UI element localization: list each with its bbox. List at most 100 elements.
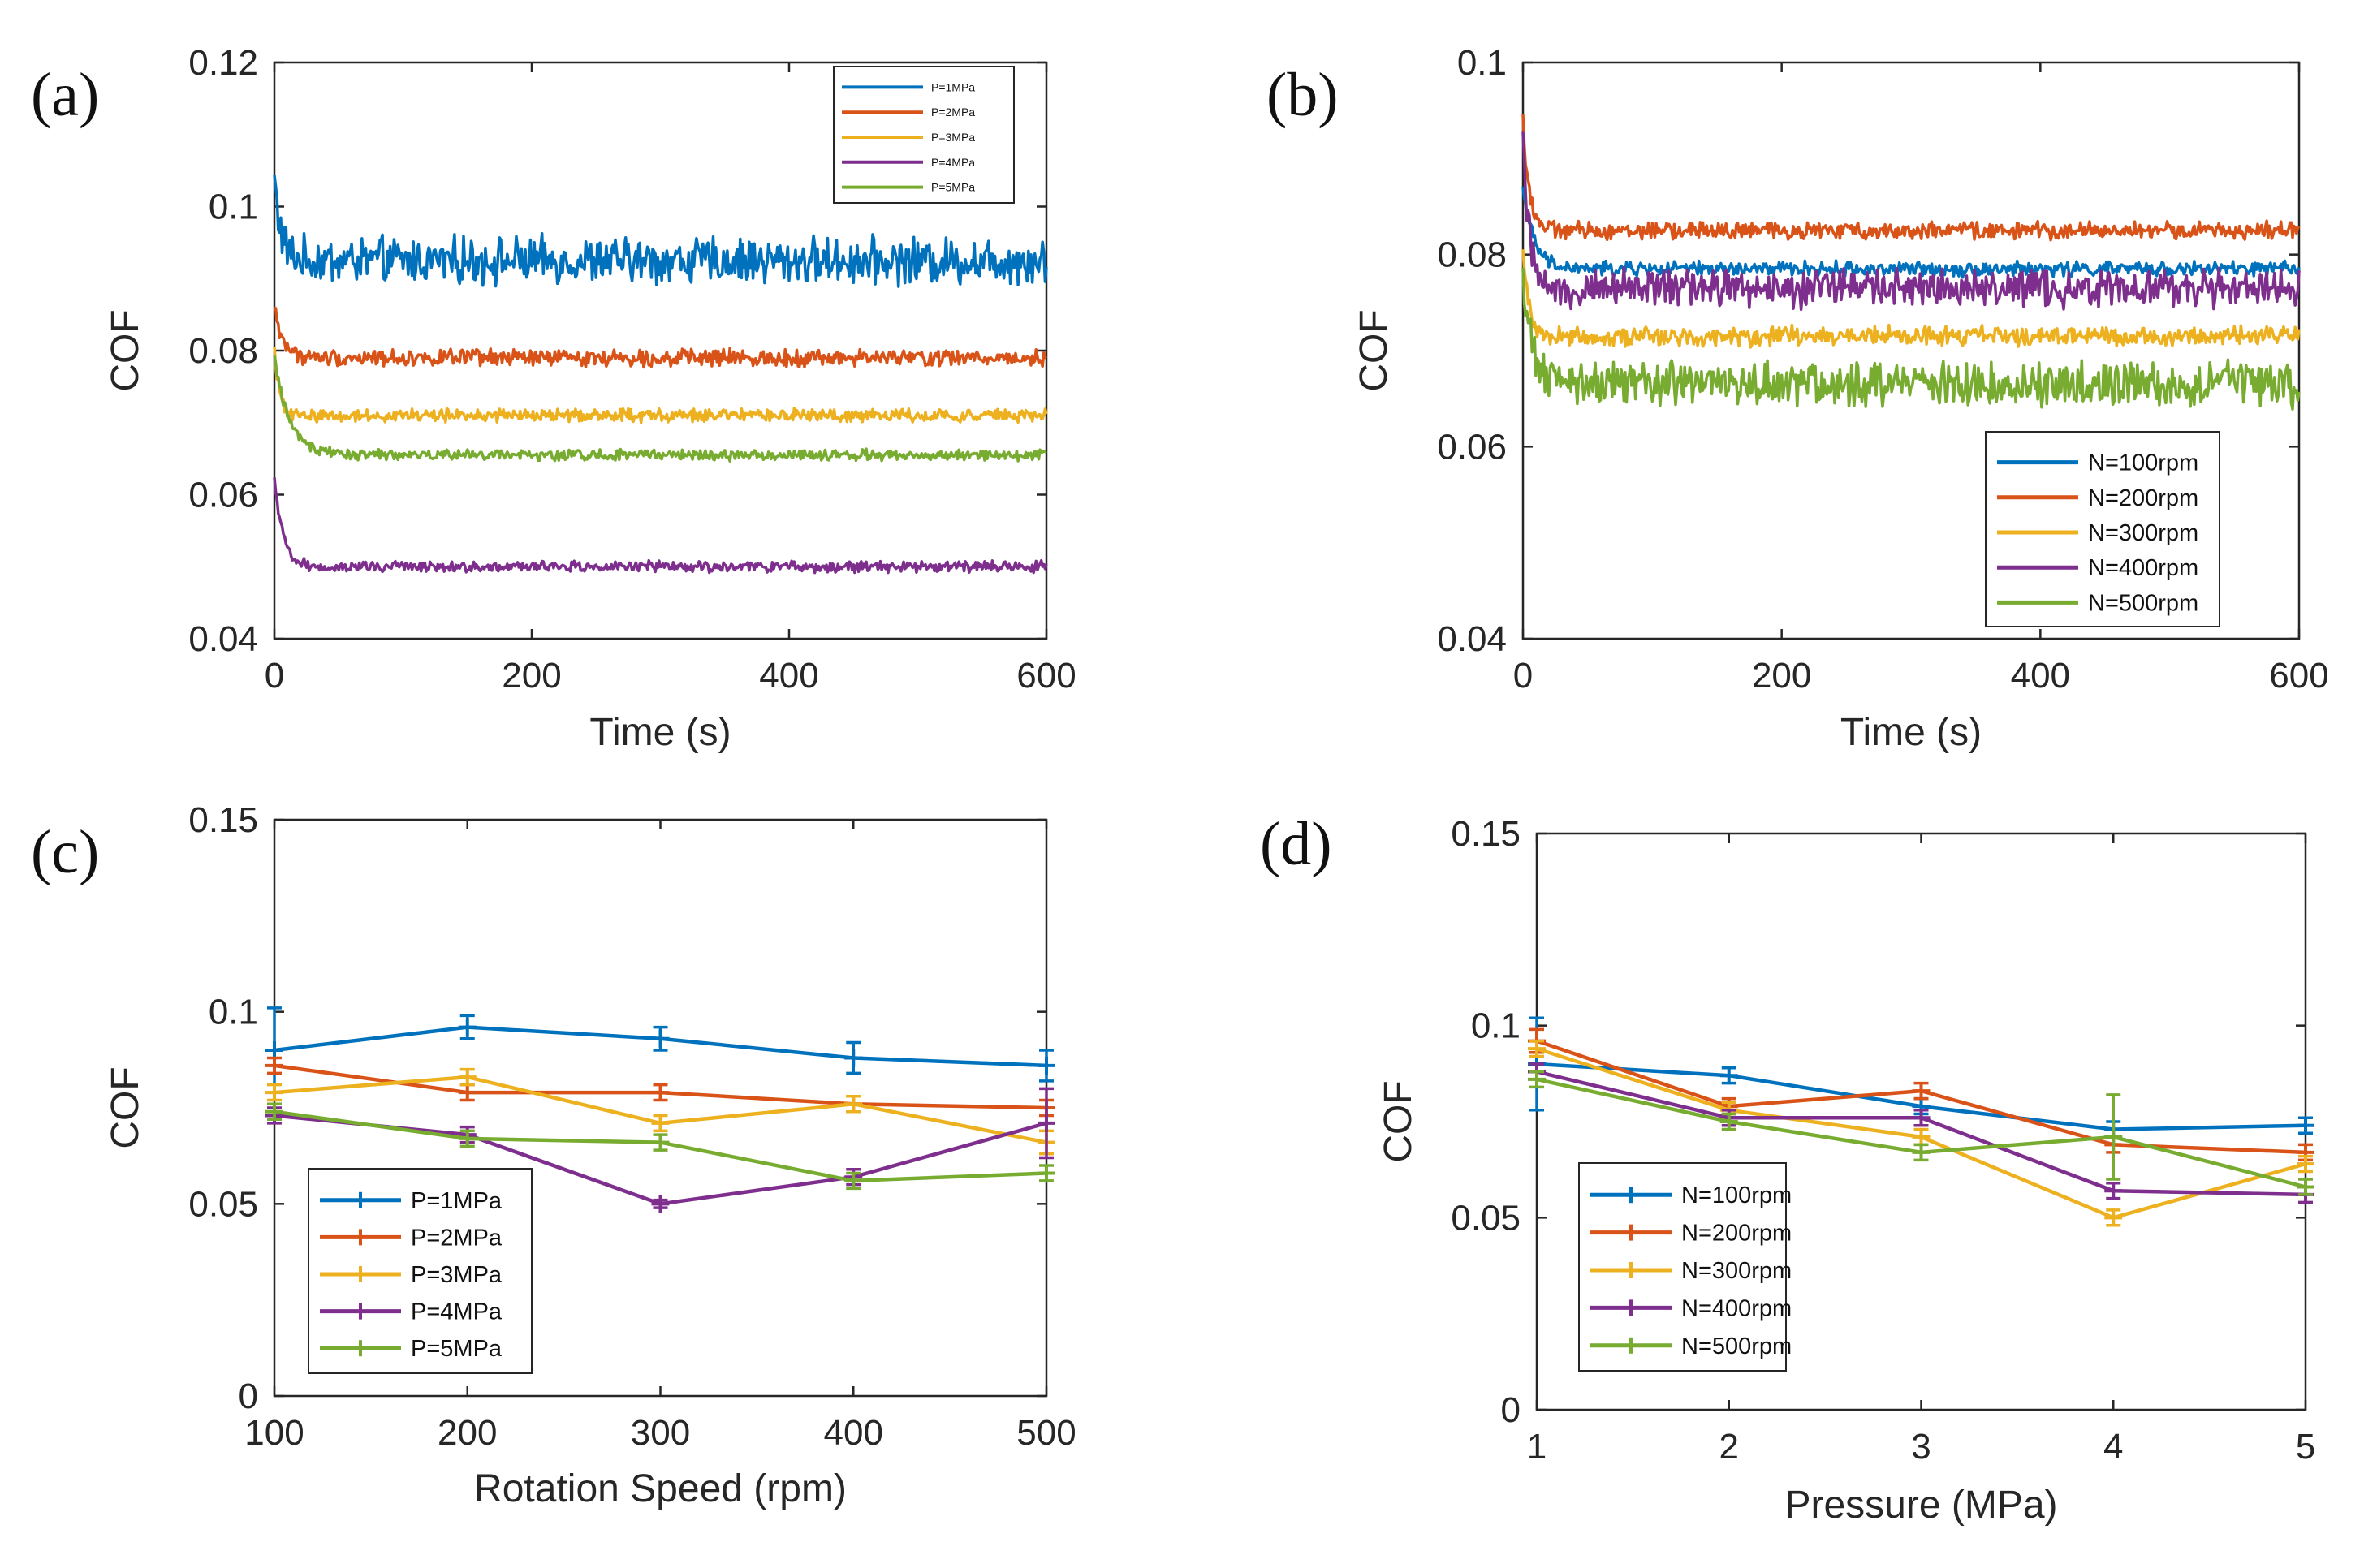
legend-label: P=1MPa: [931, 80, 975, 93]
series-line-4: [273, 477, 1048, 575]
legend-item: P=2MPa: [320, 1225, 503, 1251]
series-line-2: [274, 306, 1047, 369]
legend-box: [308, 1168, 533, 1374]
x-axis-label: Rotation Speed (rpm): [474, 1467, 847, 1510]
x-axis-label: Time (s): [589, 711, 731, 754]
y-tick-label: 0: [239, 1376, 258, 1416]
y-axis-label: COF: [104, 309, 147, 391]
legend-item: N=500rpm: [1997, 590, 2198, 616]
x-tick-label: 500: [1016, 1413, 1076, 1453]
legend-label: P=4MPa: [931, 156, 975, 169]
panel-d: (d) 1 2 3 4 5 0 0.05 0.1 0.15 Pressure (MPa) COF N=1…: [1260, 810, 2315, 1527]
legend-item: N=200rpm: [1997, 485, 2198, 511]
legend-item: N=500rpm: [1590, 1333, 1792, 1359]
panel-label: (a): [31, 61, 99, 129]
y-tick-label: 0.1: [1457, 43, 1507, 83]
y-tick-label: 0.06: [1437, 427, 1507, 467]
legend-box: [1985, 431, 2220, 627]
legend-label: N=100rpm: [1681, 1182, 1792, 1208]
legend-item: P=1MPa: [320, 1188, 503, 1214]
y-tick-label: 0.12: [188, 43, 258, 83]
legend-item: N=300rpm: [1997, 520, 2198, 546]
panel-label: (d): [1260, 810, 1332, 878]
y-tick-label: 0: [1501, 1390, 1521, 1430]
legend: P=1MPa P=2MPa P=3MPa P=4MPa P=5MPa: [308, 1168, 533, 1374]
x-tick-label: 5: [2296, 1427, 2315, 1467]
x-tick-label: 0: [1513, 656, 1533, 696]
legend-label: N=100rpm: [2088, 450, 2198, 476]
legend-label: P=3MPa: [411, 1262, 503, 1288]
x-tick-label: 100: [244, 1413, 304, 1453]
y-axis-label: COF: [104, 1066, 147, 1148]
panel-label: (c): [31, 818, 99, 886]
x-tick-label: 0: [265, 656, 284, 696]
legend-item: P=2MPa: [842, 106, 975, 118]
legend-label: P=5MPa: [411, 1336, 503, 1362]
legend-box: [1578, 1162, 1787, 1372]
legend: P=1MPa P=2MPa P=3MPa P=4MPa P=5MPa: [833, 66, 1015, 204]
panel-label: (b): [1266, 61, 1339, 129]
legend-label: P=2MPa: [411, 1225, 503, 1251]
x-axis-label: Pressure (MPa): [1784, 1484, 2057, 1527]
panel-b: (b) 0 200 400 600 0.04 0.06 0.08 0.1 Time (s) COF N…: [1266, 43, 2329, 754]
x-tick-label: 1: [1527, 1427, 1547, 1467]
plot-area: [1521, 114, 2301, 411]
x-tick-label: 200: [1752, 656, 1811, 696]
legend-item: P=3MPa: [320, 1262, 503, 1288]
legend-item: P=4MPa: [842, 156, 975, 169]
series-line-1: [1521, 187, 2301, 279]
series-line-2: [1521, 114, 2301, 242]
y-tick-label: 0.1: [209, 187, 258, 227]
legend-label: P=2MPa: [931, 106, 975, 118]
series-line-5: [273, 355, 1047, 463]
plot-area: [265, 1006, 1055, 1213]
legend-label: N=500rpm: [1681, 1333, 1792, 1359]
series-line-5: [1521, 267, 2301, 411]
legend-item: N=300rpm: [1590, 1258, 1792, 1284]
y-tick-label: 0.05: [188, 1184, 258, 1224]
x-tick-label: 3: [1911, 1427, 1931, 1467]
x-tick-label: 200: [438, 1413, 497, 1453]
y-tick-label: 0.04: [188, 619, 258, 659]
legend-label: N=400rpm: [2088, 555, 2198, 581]
legend-label: P=4MPa: [411, 1299, 503, 1325]
legend-label: N=300rpm: [2088, 520, 2198, 546]
x-tick-label: 2: [1719, 1427, 1739, 1467]
y-tick-label: 0.08: [188, 331, 258, 371]
series-line-3: [273, 346, 1048, 424]
x-tick-label: 600: [2269, 656, 2328, 696]
legend-item: P=5MPa: [320, 1336, 503, 1362]
x-tick-label: 600: [1016, 656, 1076, 696]
legend: N=100rpm N=200rpm N=300rpm N=400rpm N=500rpm: [1985, 431, 2220, 627]
legend-label: N=200rpm: [1681, 1221, 1792, 1247]
legend-label: N=500rpm: [2088, 590, 2198, 616]
legend-item: N=400rpm: [1997, 555, 2198, 581]
legend-item: N=100rpm: [1997, 450, 2198, 476]
legend-item: P=4MPa: [320, 1299, 503, 1325]
x-tick-label: 4: [2103, 1427, 2123, 1467]
y-tick-label: 0.06: [188, 476, 258, 515]
legend-item: P=3MPa: [842, 131, 975, 144]
y-tick-label: 0.15: [188, 800, 258, 840]
panel-a: (a) 0 200 400 600 0.04 0.06 0.08 0.1 0.12 Time (s)…: [31, 43, 1076, 754]
legend-box: [833, 66, 1015, 204]
legend-label: N=200rpm: [2088, 485, 2198, 511]
y-tick-label: 0.05: [1451, 1198, 1521, 1238]
x-tick-label: 400: [824, 1413, 883, 1453]
legend-item: N=100rpm: [1590, 1182, 1792, 1208]
legend-label: N=400rpm: [1681, 1295, 1792, 1321]
legend-label: P=1MPa: [411, 1188, 503, 1214]
legend-item: N=400rpm: [1590, 1295, 1792, 1321]
series-line-4: [1521, 131, 2301, 312]
x-tick-label: 300: [631, 1413, 690, 1453]
legend-label: P=3MPa: [931, 131, 975, 144]
plot-area: [1528, 1016, 2314, 1227]
y-tick-label: 0.1: [1471, 1006, 1521, 1046]
y-tick-label: 0.15: [1451, 814, 1521, 854]
series-line-3: [1521, 249, 2301, 349]
y-axis-label: COF: [1377, 1080, 1420, 1162]
legend-label: N=300rpm: [1681, 1258, 1792, 1284]
legend-item: N=200rpm: [1590, 1221, 1792, 1247]
y-tick-label: 0.08: [1437, 235, 1507, 275]
